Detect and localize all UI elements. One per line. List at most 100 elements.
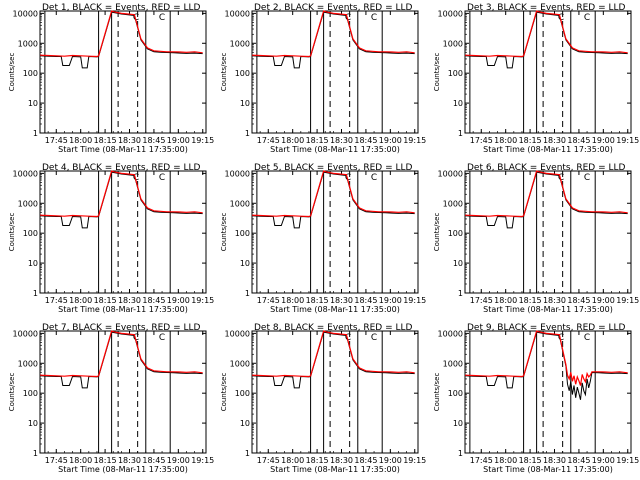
y-tick-label: 1000: [18, 39, 38, 48]
events-series-line: [39, 11, 203, 69]
marker-label: C: [345, 13, 351, 23]
x-tick-label: 18:45: [354, 296, 377, 305]
x-tick-label: 18:00: [281, 296, 304, 305]
marker-label: C: [371, 13, 377, 23]
x-tick-label: 18:15: [306, 136, 329, 145]
x-tick-label: 18:30: [118, 136, 141, 145]
y-tick-label: 100: [448, 389, 463, 398]
x-tick-label: 17:45: [470, 456, 493, 465]
lld-series-line: [39, 10, 203, 58]
marker-label: C: [133, 13, 139, 23]
y-tick-label: 1: [458, 449, 463, 458]
x-tick-label: 18:45: [567, 296, 590, 305]
lld-series-line: [251, 330, 415, 378]
y-tick-label: 100: [448, 229, 463, 238]
marker-label: C: [133, 173, 139, 183]
y-tick-label: 100: [235, 69, 250, 78]
y-axis-label: Counts/sec: [433, 53, 441, 92]
panel-title: Det 4, BLACK = Events, RED = LLD: [42, 163, 201, 173]
x-tick-label: 18:15: [94, 136, 117, 145]
lld-series-line: [39, 170, 203, 218]
plot-frame: [251, 10, 419, 134]
y-tick-label: 10000: [13, 9, 38, 18]
x-tick-label: 18:45: [354, 456, 377, 465]
y-axis-label: Counts/sec: [8, 53, 16, 92]
lld-series-line: [251, 170, 415, 218]
y-tick-label: 1000: [443, 199, 463, 208]
x-tick-label: 18:45: [567, 456, 590, 465]
x-axis-label: Start Time (08-Mar-11 17:35:00): [58, 305, 188, 314]
y-tick-label: 100: [23, 229, 38, 238]
marker-label: C: [345, 173, 351, 183]
y-tick-label: 10000: [438, 329, 463, 338]
x-tick-label: 18:45: [142, 296, 165, 305]
y-tick-label: 10: [240, 99, 250, 108]
x-tick-label: 18:00: [494, 136, 517, 145]
x-tick-label: 18:30: [118, 456, 141, 465]
x-tick-label: 19:00: [379, 456, 402, 465]
y-tick-label: 1: [458, 129, 463, 138]
panel-title: Det 7, BLACK = Events, RED = LLD: [42, 323, 201, 333]
x-tick-label: 18:00: [494, 456, 517, 465]
panel-title: Det 8, BLACK = Events, RED = LLD: [254, 323, 413, 333]
marker-label: C: [584, 173, 590, 183]
x-tick-label: 18:30: [330, 456, 353, 465]
x-tick-label: 17:45: [45, 136, 68, 145]
y-tick-label: 10: [240, 259, 250, 268]
plot-frame: [251, 170, 419, 294]
y-tick-label: 1000: [443, 359, 463, 368]
marker-label: C: [371, 333, 377, 343]
panel-det-4: Det 4, BLACK = Events, RED = LLD 17:45 18:…: [8, 163, 214, 314]
panel-title: Det 1, BLACK = Events, RED = LLD: [42, 3, 201, 13]
marker-label: C: [159, 333, 165, 343]
x-tick-label: 17:45: [470, 296, 493, 305]
y-tick-label: 10: [28, 419, 38, 428]
x-tick-label: 18:15: [519, 136, 542, 145]
x-tick-label: 19:00: [379, 136, 402, 145]
events-series-line: [251, 11, 415, 69]
panel-title: Det 6, BLACK = Events, RED = LLD: [467, 163, 626, 173]
y-axis-label: Counts/sec: [433, 213, 441, 252]
y-tick-label: 10000: [225, 329, 250, 338]
y-tick-label: 100: [235, 389, 250, 398]
plot-frame: [39, 330, 207, 454]
x-tick-label: 19:00: [167, 456, 190, 465]
x-tick-label: 19:15: [616, 136, 639, 145]
x-tick-label: 19:00: [167, 136, 190, 145]
y-tick-label: 10: [28, 99, 38, 108]
y-tick-label: 10000: [438, 9, 463, 18]
y-tick-label: 1000: [230, 359, 250, 368]
lld-series-line: [39, 330, 203, 378]
x-tick-label: 19:15: [403, 296, 426, 305]
events-series-line: [464, 11, 628, 69]
x-tick-label: 18:30: [543, 456, 566, 465]
x-tick-label: 17:45: [257, 456, 280, 465]
plot-frame: [464, 170, 632, 294]
lld-series-line: [464, 170, 628, 218]
marker-label: C: [159, 173, 165, 183]
y-tick-label: 1: [33, 449, 38, 458]
x-tick-label: 17:45: [470, 136, 493, 145]
x-tick-label: 17:45: [45, 296, 68, 305]
x-tick-label: 19:15: [191, 296, 214, 305]
plot-frame: [464, 10, 632, 134]
y-tick-label: 1000: [18, 359, 38, 368]
y-tick-label: 1: [245, 289, 250, 298]
x-tick-label: 17:45: [257, 136, 280, 145]
panel-title: Det 3, BLACK = Events, RED = LLD: [467, 3, 626, 13]
plot-frame: [251, 330, 419, 454]
x-tick-label: 18:30: [543, 296, 566, 305]
y-tick-label: 100: [23, 69, 38, 78]
x-tick-label: 18:45: [354, 136, 377, 145]
x-tick-label: 19:15: [616, 296, 639, 305]
x-tick-label: 18:45: [567, 136, 590, 145]
events-series-line: [39, 171, 203, 229]
x-tick-label: 19:15: [191, 136, 214, 145]
x-tick-label: 18:00: [281, 456, 304, 465]
marker-label: C: [159, 13, 165, 23]
panel-title: Det 2, BLACK = Events, RED = LLD: [254, 3, 413, 13]
marker-label: C: [558, 13, 564, 23]
x-axis-label: Start Time (08-Mar-11 17:35:00): [58, 465, 188, 474]
x-tick-label: 18:45: [142, 456, 165, 465]
